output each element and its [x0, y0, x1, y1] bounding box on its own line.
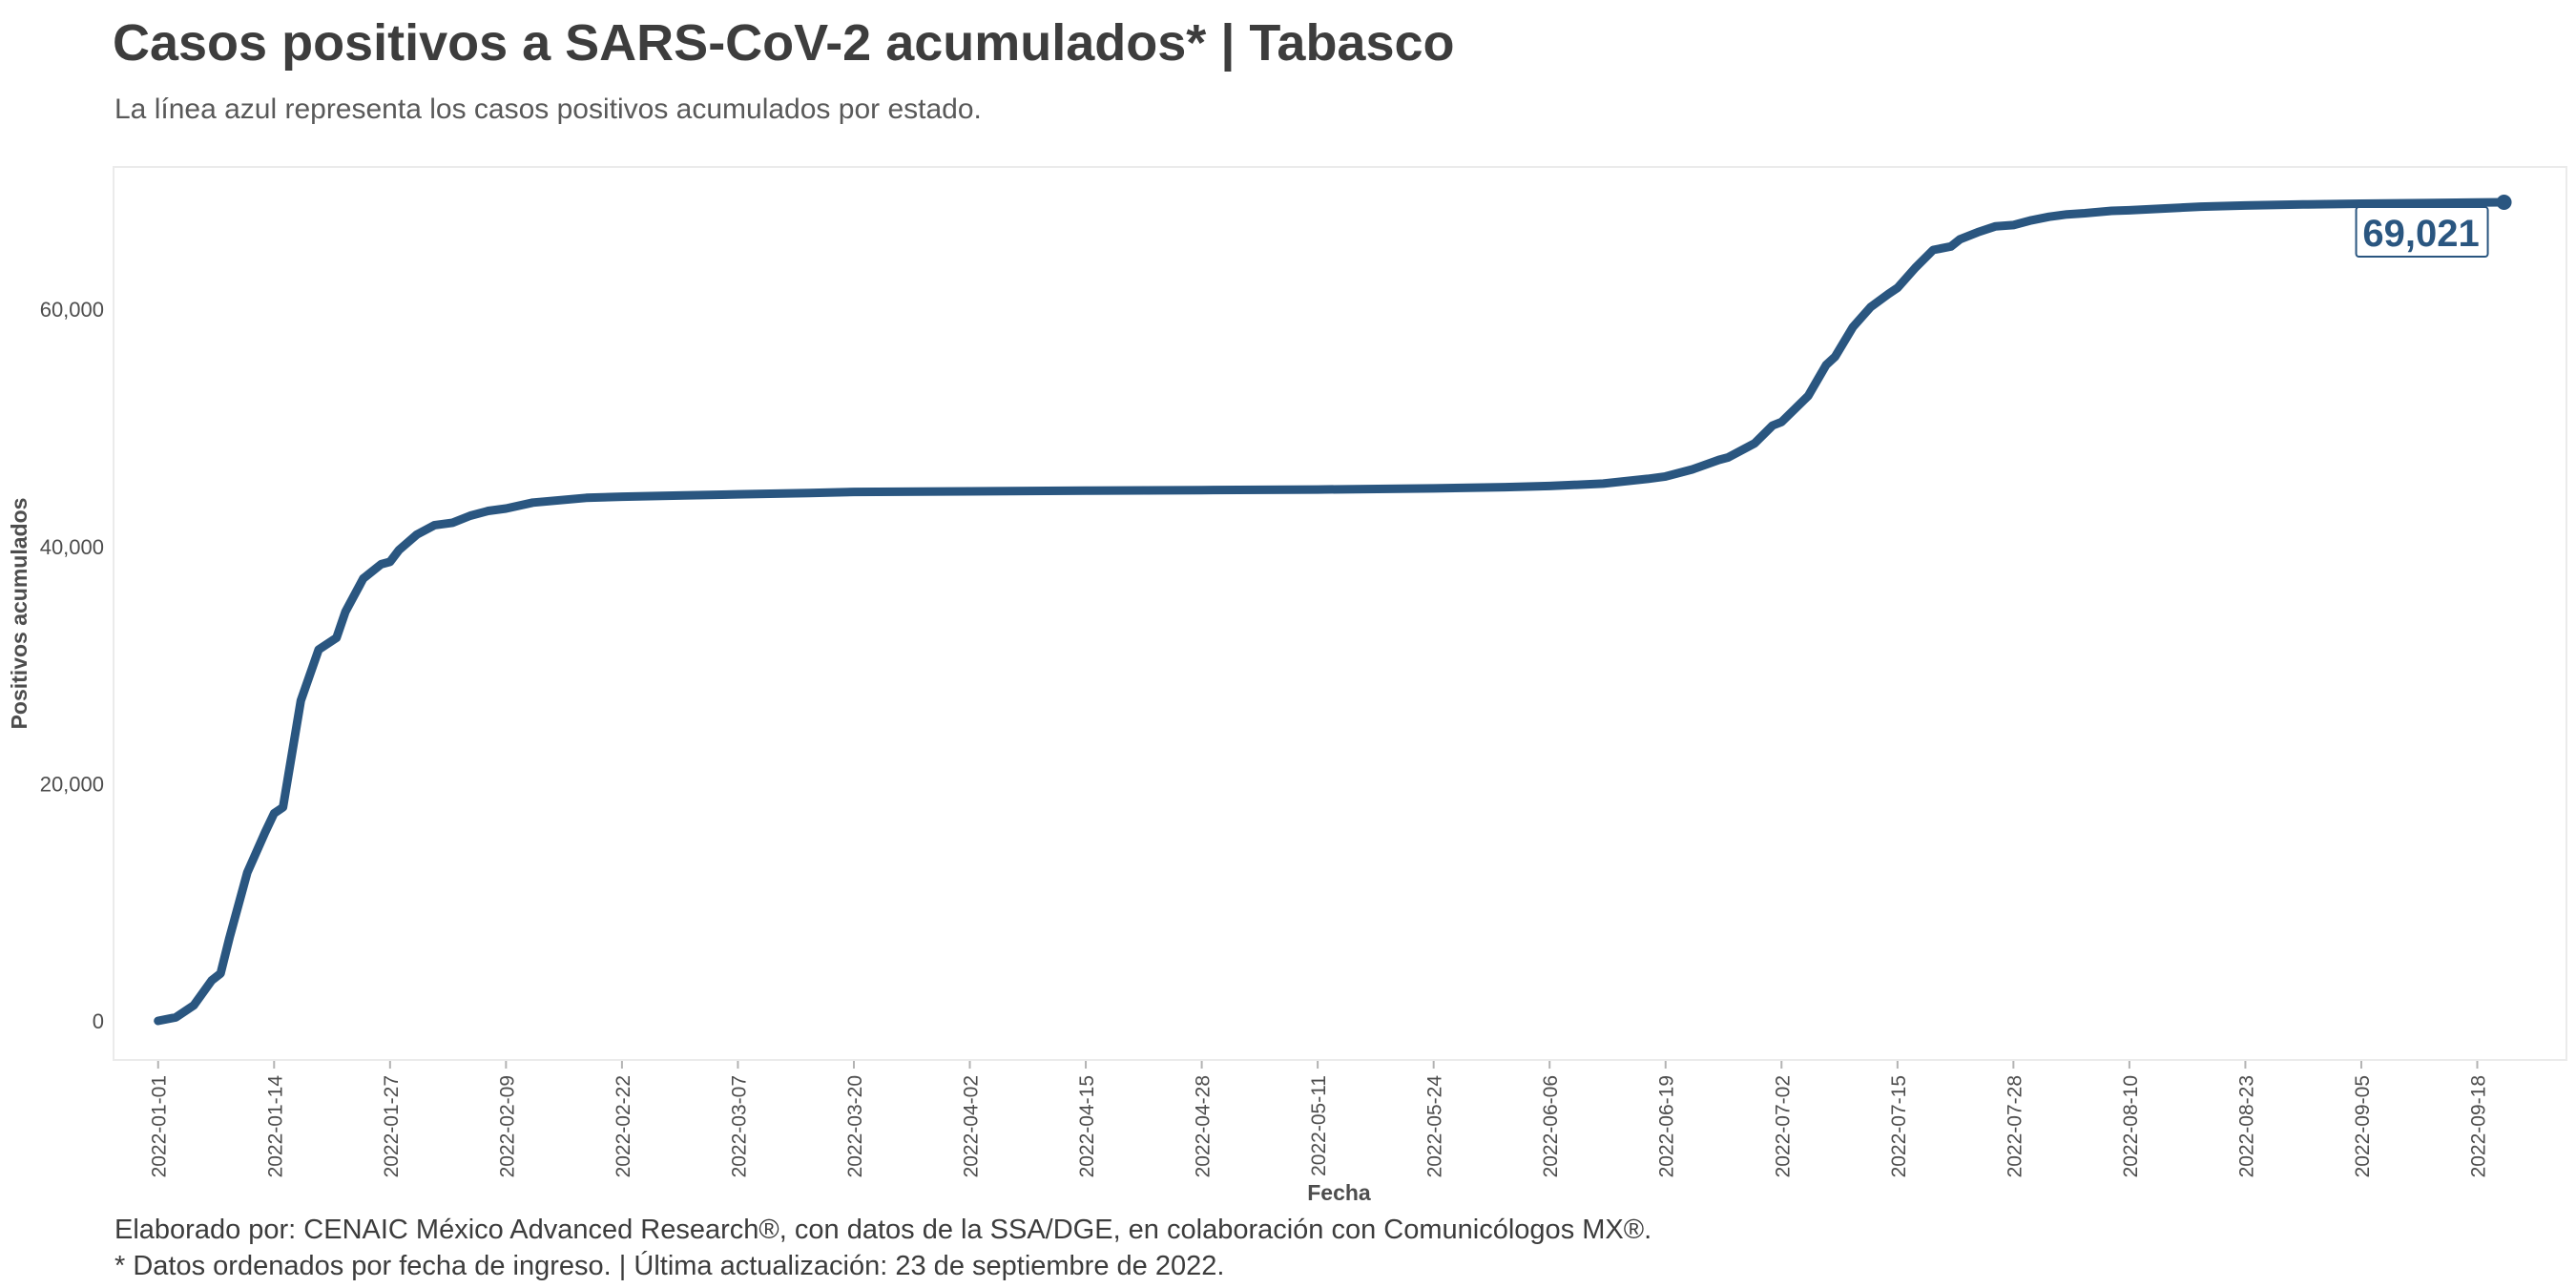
x-tick-label: 2022-01-14	[264, 1075, 286, 1178]
x-tick-label: 2022-06-06	[1540, 1075, 1562, 1177]
x-tick-label: 2022-04-28	[1193, 1075, 1215, 1177]
caption-line-1: Elaborado por: CENAIC México Advanced Re…	[114, 1215, 1652, 1245]
line-chart: 0 20,000 40,000 60,000 2022-01-01 2022-01-14…	[7, 166, 2567, 1205]
x-axis: 2022-01-01 2022-01-14 2022-01-27 2022-02-09…	[149, 1061, 2490, 1177]
x-tick-label: 2022-01-01	[149, 1075, 171, 1177]
x-tick-label: 2022-02-09	[496, 1075, 518, 1177]
end-point	[2496, 195, 2512, 211]
x-tick-label: 2022-09-05	[2352, 1075, 2374, 1177]
x-tick-label: 2022-07-02	[1772, 1075, 1794, 1177]
x-tick-label: 2022-05-24	[1424, 1075, 1446, 1178]
y-axis-title: Positivos acumulados	[7, 498, 31, 730]
caption: Elaborado por: CENAIC México Advanced Re…	[114, 1212, 1652, 1284]
x-tick-label: 2022-03-20	[844, 1075, 866, 1177]
y-tick-label: 0	[93, 1009, 104, 1033]
y-tick-label: 20,000	[40, 772, 104, 796]
x-tick-label: 2022-08-10	[2120, 1075, 2142, 1177]
y-axis: 0 20,000 40,000 60,000	[40, 298, 104, 1033]
x-tick-label: 2022-01-27	[381, 1075, 403, 1177]
x-tick-label: 2022-03-07	[728, 1075, 750, 1177]
x-tick-label: 2022-08-23	[2235, 1075, 2257, 1177]
x-tick-label: 2022-09-18	[2468, 1075, 2490, 1177]
x-tick-label: 2022-02-22	[613, 1075, 634, 1177]
end-label: 69,021	[2362, 213, 2479, 255]
x-tick-label: 2022-05-11	[1308, 1075, 1330, 1176]
end-label-box	[2355, 206, 2489, 259]
chart-title: Casos positivos a SARS-CoV-2 acumulados*…	[113, 14, 1455, 72]
x-tick-label: 2022-07-28	[2004, 1075, 2025, 1177]
chart-subtitle: La línea azul representa los casos posit…	[114, 93, 982, 125]
y-tick-label: 40,000	[40, 535, 104, 559]
x-axis-title: Fecha	[1307, 1180, 1371, 1205]
y-tick-label: 60,000	[40, 298, 104, 322]
series-line	[154, 197, 2509, 1026]
caption-line-2: * Datos ordenados por fecha de ingreso. …	[114, 1251, 1225, 1281]
x-tick-label: 2022-07-15	[1888, 1075, 1910, 1177]
plot-panel	[113, 166, 2567, 1061]
x-tick-label: 2022-06-19	[1656, 1075, 1678, 1177]
x-tick-label: 2022-04-02	[961, 1075, 983, 1177]
x-tick-label: 2022-04-15	[1076, 1075, 1098, 1177]
